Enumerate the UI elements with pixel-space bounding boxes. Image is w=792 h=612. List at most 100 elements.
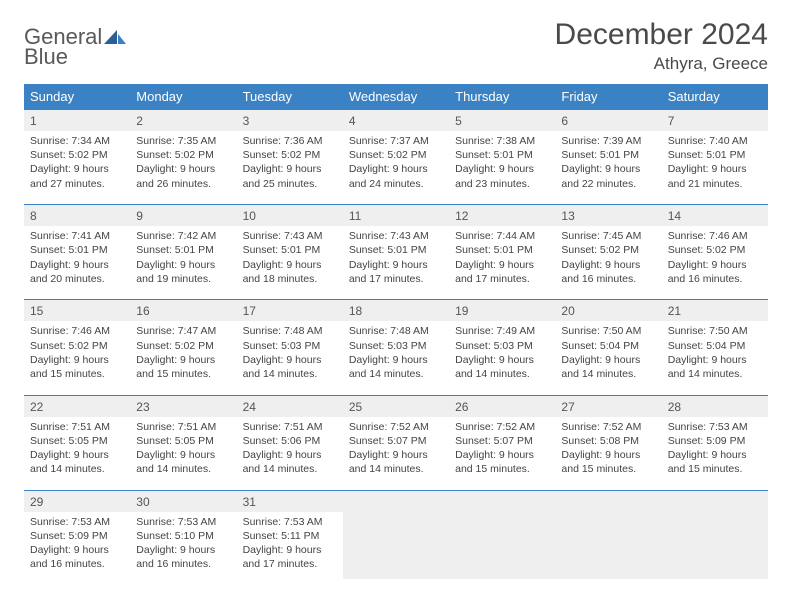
sunrise-line: Sunrise: 7:43 AM	[349, 230, 429, 242]
day-number: 20	[555, 300, 661, 321]
daylight-line: Daylight: 9 hours and 15 minutes.	[455, 449, 534, 475]
sunrise-line: Sunrise: 7:35 AM	[136, 135, 216, 147]
sunrise-line: Sunrise: 7:38 AM	[455, 135, 535, 147]
day-body: Sunrise: 7:35 AMSunset: 5:02 PMDaylight:…	[130, 131, 236, 199]
calendar-cell: 24Sunrise: 7:51 AMSunset: 5:06 PMDayligh…	[237, 395, 343, 484]
calendar-cell: 7Sunrise: 7:40 AMSunset: 5:01 PMDaylight…	[662, 110, 768, 199]
sunset-line: Sunset: 5:03 PM	[455, 340, 533, 352]
day-header: Saturday	[662, 84, 768, 110]
sunset-line: Sunset: 5:07 PM	[455, 435, 533, 447]
sunset-line: Sunset: 5:02 PM	[243, 149, 321, 161]
calendar-cell: 1Sunrise: 7:34 AMSunset: 5:02 PMDaylight…	[24, 110, 130, 199]
sunrise-line: Sunrise: 7:53 AM	[136, 516, 216, 528]
day-number: 8	[24, 205, 130, 226]
day-number: 5	[449, 110, 555, 131]
calendar-cell: 18Sunrise: 7:48 AMSunset: 5:03 PMDayligh…	[343, 300, 449, 389]
location-label: Athyra, Greece	[555, 54, 768, 74]
sunset-line: Sunset: 5:01 PM	[455, 149, 533, 161]
calendar-week-row: 22Sunrise: 7:51 AMSunset: 5:05 PMDayligh…	[24, 395, 768, 484]
day-body: Sunrise: 7:48 AMSunset: 5:03 PMDaylight:…	[237, 321, 343, 389]
sunrise-line: Sunrise: 7:50 AM	[668, 325, 748, 337]
daylight-line: Daylight: 9 hours and 17 minutes.	[455, 259, 534, 285]
calendar-cell: 4Sunrise: 7:37 AMSunset: 5:02 PMDaylight…	[343, 110, 449, 199]
day-body: Sunrise: 7:52 AMSunset: 5:08 PMDaylight:…	[555, 417, 661, 485]
sunset-line: Sunset: 5:08 PM	[561, 435, 639, 447]
day-body: Sunrise: 7:36 AMSunset: 5:02 PMDaylight:…	[237, 131, 343, 199]
logo-sail-icon	[104, 31, 126, 48]
calendar-cell: 11Sunrise: 7:43 AMSunset: 5:01 PMDayligh…	[343, 205, 449, 294]
day-body: Sunrise: 7:53 AMSunset: 5:11 PMDaylight:…	[237, 512, 343, 580]
sunset-line: Sunset: 5:09 PM	[30, 530, 108, 542]
sunrise-line: Sunrise: 7:51 AM	[243, 421, 323, 433]
daylight-line: Daylight: 9 hours and 14 minutes.	[349, 354, 428, 380]
daylight-line: Daylight: 9 hours and 14 minutes.	[349, 449, 428, 475]
sunset-line: Sunset: 5:04 PM	[668, 340, 746, 352]
day-body: Sunrise: 7:50 AMSunset: 5:04 PMDaylight:…	[662, 321, 768, 389]
day-number: 19	[449, 300, 555, 321]
sunset-line: Sunset: 5:01 PM	[668, 149, 746, 161]
day-body: Sunrise: 7:46 AMSunset: 5:02 PMDaylight:…	[662, 226, 768, 294]
sunset-line: Sunset: 5:02 PM	[136, 340, 214, 352]
sunrise-line: Sunrise: 7:36 AM	[243, 135, 323, 147]
day-body: Sunrise: 7:53 AMSunset: 5:09 PMDaylight:…	[662, 417, 768, 485]
header: General Blue December 2024 Athyra, Greec…	[24, 18, 768, 74]
calendar-cell: 29Sunrise: 7:53 AMSunset: 5:09 PMDayligh…	[24, 490, 130, 579]
sunset-line: Sunset: 5:10 PM	[136, 530, 214, 542]
day-number: 23	[130, 396, 236, 417]
day-number: 30	[130, 491, 236, 512]
sunset-line: Sunset: 5:06 PM	[243, 435, 321, 447]
calendar-cell	[343, 490, 449, 579]
daylight-line: Daylight: 9 hours and 14 minutes.	[243, 449, 322, 475]
day-number: 29	[24, 491, 130, 512]
daylight-line: Daylight: 9 hours and 20 minutes.	[30, 259, 109, 285]
calendar-cell: 23Sunrise: 7:51 AMSunset: 5:05 PMDayligh…	[130, 395, 236, 484]
day-body: Sunrise: 7:38 AM Sunset: 5:01 PM Daylight:…	[449, 131, 555, 199]
calendar-cell	[449, 490, 555, 579]
sunset-line: Sunset: 5:01 PM	[136, 244, 214, 256]
daylight-line: Daylight: 9 hours and 14 minutes.	[30, 449, 109, 475]
calendar-cell: 21Sunrise: 7:50 AMSunset: 5:04 PMDayligh…	[662, 300, 768, 389]
sunset-line: Sunset: 5:07 PM	[349, 435, 427, 447]
day-number: 18	[343, 300, 449, 321]
daylight-line: Daylight: 9 hours and 15 minutes.	[561, 449, 640, 475]
day-body: Sunrise: 7:53 AMSunset: 5:10 PMDaylight:…	[130, 512, 236, 580]
day-body: Sunrise: 7:39 AMSunset: 5:01 PMDaylight:…	[555, 131, 661, 199]
sunrise-line: Sunrise: 7:52 AM	[349, 421, 429, 433]
day-body: Sunrise: 7:48 AMSunset: 5:03 PMDaylight:…	[343, 321, 449, 389]
day-number: 15	[24, 300, 130, 321]
daylight-line: Daylight: 9 hours and 16 minutes.	[668, 259, 747, 285]
day-number: 10	[237, 205, 343, 226]
day-header: Monday	[130, 84, 236, 110]
daylight-line: Daylight: 9 hours and 14 minutes.	[243, 354, 322, 380]
sunrise-line: Sunrise: 7:37 AM	[349, 135, 429, 147]
daylight-line: Daylight: 9 hours and 23 minutes.	[455, 163, 534, 189]
day-body: Sunrise: 7:45 AMSunset: 5:02 PMDaylight:…	[555, 226, 661, 294]
sunrise-line: Sunrise: 7:34 AM	[30, 135, 110, 147]
calendar-cell: 3Sunrise: 7:36 AMSunset: 5:02 PMDaylight…	[237, 110, 343, 199]
sunset-line: Sunset: 5:03 PM	[349, 340, 427, 352]
sunrise-line: Sunrise: 7:42 AM	[136, 230, 216, 242]
calendar-cell: 20Sunrise: 7:50 AMSunset: 5:04 PMDayligh…	[555, 300, 661, 389]
sunset-line: Sunset: 5:02 PM	[349, 149, 427, 161]
daylight-line: Daylight: 9 hours and 15 minutes.	[136, 354, 215, 380]
calendar-cell: 12Sunrise: 7:44 AMSunset: 5:01 PMDayligh…	[449, 205, 555, 294]
calendar-cell: 22Sunrise: 7:51 AMSunset: 5:05 PMDayligh…	[24, 395, 130, 484]
calendar-cell: 28Sunrise: 7:53 AMSunset: 5:09 PMDayligh…	[662, 395, 768, 484]
calendar-cell: 6Sunrise: 7:39 AMSunset: 5:01 PMDaylight…	[555, 110, 661, 199]
sunrise-line: Sunrise: 7:53 AM	[243, 516, 323, 528]
day-body: Sunrise: 7:51 AMSunset: 5:05 PMDaylight:…	[24, 417, 130, 485]
calendar-cell	[662, 490, 768, 579]
calendar-cell: 2Sunrise: 7:35 AMSunset: 5:02 PMDaylight…	[130, 110, 236, 199]
sunset-line: Sunset: 5:01 PM	[455, 244, 533, 256]
day-number: 9	[130, 205, 236, 226]
day-body: Sunrise: 7:43 AMSunset: 5:01 PMDaylight:…	[237, 226, 343, 294]
sunset-line: Sunset: 5:01 PM	[561, 149, 639, 161]
day-number: 26	[449, 396, 555, 417]
day-number: 1	[24, 110, 130, 131]
day-number: 14	[662, 205, 768, 226]
day-header: Sunday	[24, 84, 130, 110]
day-header: Thursday	[449, 84, 555, 110]
calendar-cell: 9Sunrise: 7:42 AMSunset: 5:01 PMDaylight…	[130, 205, 236, 294]
sunset-line: Sunset: 5:03 PM	[243, 340, 321, 352]
sunrise-line: Sunrise: 7:39 AM	[561, 135, 641, 147]
